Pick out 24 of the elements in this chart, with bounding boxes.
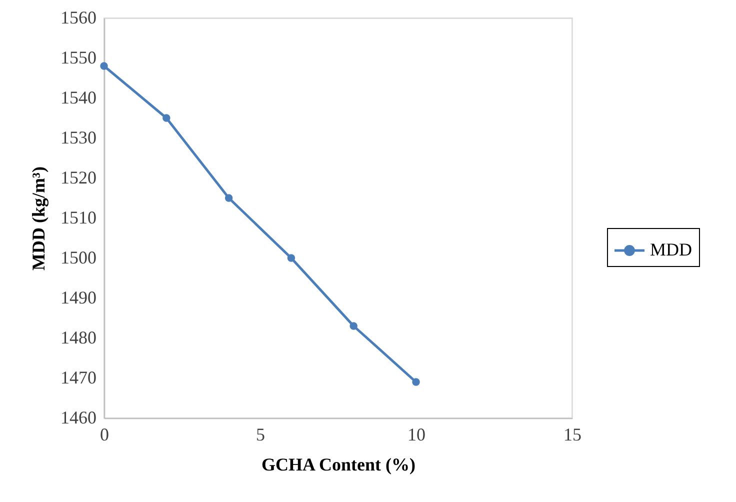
x-tick-label: 15 <box>564 424 582 444</box>
y-tick-label: 1470 <box>60 368 96 388</box>
y-tick-label: 1560 <box>60 8 96 28</box>
y-tick-label: 1500 <box>60 248 96 268</box>
point <box>162 114 170 122</box>
point <box>100 62 108 70</box>
y-tick-label: 1550 <box>60 48 96 68</box>
y-tick-label: 1530 <box>60 128 96 148</box>
x-tick-label: 10 <box>408 424 426 444</box>
y-axis-title: MDD (kg/m³) <box>28 166 48 270</box>
x-tick-label: 0 <box>100 424 109 444</box>
x-axis-title: GCHA Content (%) <box>262 454 416 474</box>
point <box>224 194 233 202</box>
y-tick-label: 1540 <box>60 88 96 108</box>
y-tick-label: 1480 <box>60 328 96 348</box>
legend-label: MDD <box>650 240 692 260</box>
y-tick-label: 1510 <box>60 208 96 228</box>
point <box>287 254 296 262</box>
y-tick-label: 1460 <box>60 408 96 428</box>
y-tick-label: 1490 <box>60 288 96 308</box>
point <box>350 322 358 330</box>
point <box>412 378 420 386</box>
x-tick-label: 5 <box>256 424 265 444</box>
y-tick-label: 1520 <box>60 168 96 188</box>
